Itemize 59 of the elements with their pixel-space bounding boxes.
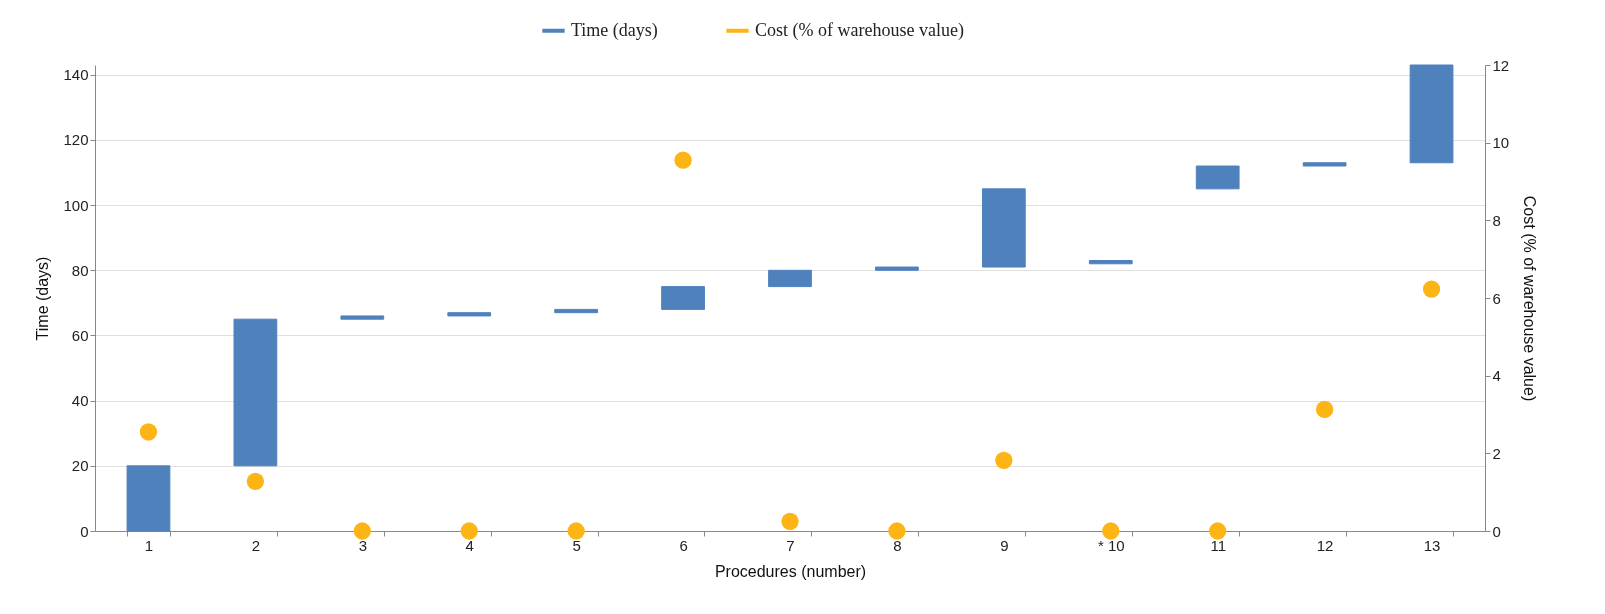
bar	[126, 465, 171, 532]
y-tick-label: 100	[63, 196, 89, 214]
point	[888, 522, 906, 540]
x-tick-label: 7	[786, 536, 795, 554]
x-tick-label: 1	[144, 536, 154, 554]
x-tick-label: 3	[358, 536, 367, 554]
point	[353, 522, 371, 540]
x-tick-label: 2	[251, 536, 261, 554]
y-tick-label: 120	[63, 131, 89, 149]
y-tick-label: 40	[71, 392, 89, 410]
x-tick-label: * 10	[1097, 536, 1125, 554]
bar	[340, 315, 385, 320]
y2-axis-title: Cost (% of warehouse value)	[1521, 195, 1539, 402]
point	[1209, 522, 1227, 540]
point	[460, 522, 478, 540]
y-tick-label: 140	[63, 66, 89, 84]
y-tick-label: 0	[80, 522, 89, 540]
legend-label: Time (days)	[571, 19, 658, 41]
x-tick-label: 9	[1000, 536, 1009, 554]
bar	[1088, 260, 1133, 265]
x-tick-label: 4	[465, 536, 474, 554]
y2-tick-label: 2	[1492, 444, 1501, 462]
y2-tick-label: 10	[1492, 134, 1510, 152]
y2-tick-label: 8	[1492, 211, 1501, 229]
bar	[768, 269, 812, 288]
bar	[1302, 162, 1347, 167]
bar	[661, 286, 705, 310]
x-tick-label: 6	[679, 536, 688, 554]
point	[1102, 522, 1120, 540]
point	[674, 151, 692, 169]
legend-label: Cost (% of warehouse value)	[755, 19, 964, 41]
y2-tick-label: 12	[1492, 56, 1510, 74]
y2-tick-label: 0	[1492, 522, 1501, 540]
point	[1315, 400, 1334, 419]
y-tick-label: 20	[71, 457, 89, 475]
bar	[875, 266, 919, 271]
x-tick-label: 11	[1210, 536, 1226, 554]
x-axis-title: Procedures (number)	[714, 562, 867, 580]
y-axis-title: Time (days)	[34, 256, 52, 341]
y-tick-label: 80	[71, 261, 89, 279]
x-tick-label: 13	[1423, 536, 1441, 554]
point	[781, 512, 799, 530]
x-tick-label: 12	[1316, 536, 1334, 554]
x-tick-label: 5	[572, 536, 581, 554]
y2-tick-label: 4	[1492, 367, 1501, 385]
y2-tick-label: 6	[1492, 289, 1501, 307]
y-tick-label: 60	[71, 326, 89, 344]
bar	[447, 312, 492, 317]
bar	[233, 318, 278, 467]
bar	[554, 308, 599, 314]
x-tick-label: 8	[893, 536, 902, 554]
point	[995, 451, 1013, 469]
point	[1422, 280, 1441, 298]
bar	[1409, 64, 1454, 164]
bar	[1195, 165, 1240, 190]
point	[246, 472, 265, 490]
bar	[981, 188, 1026, 268]
point	[567, 522, 585, 540]
point	[139, 423, 158, 441]
